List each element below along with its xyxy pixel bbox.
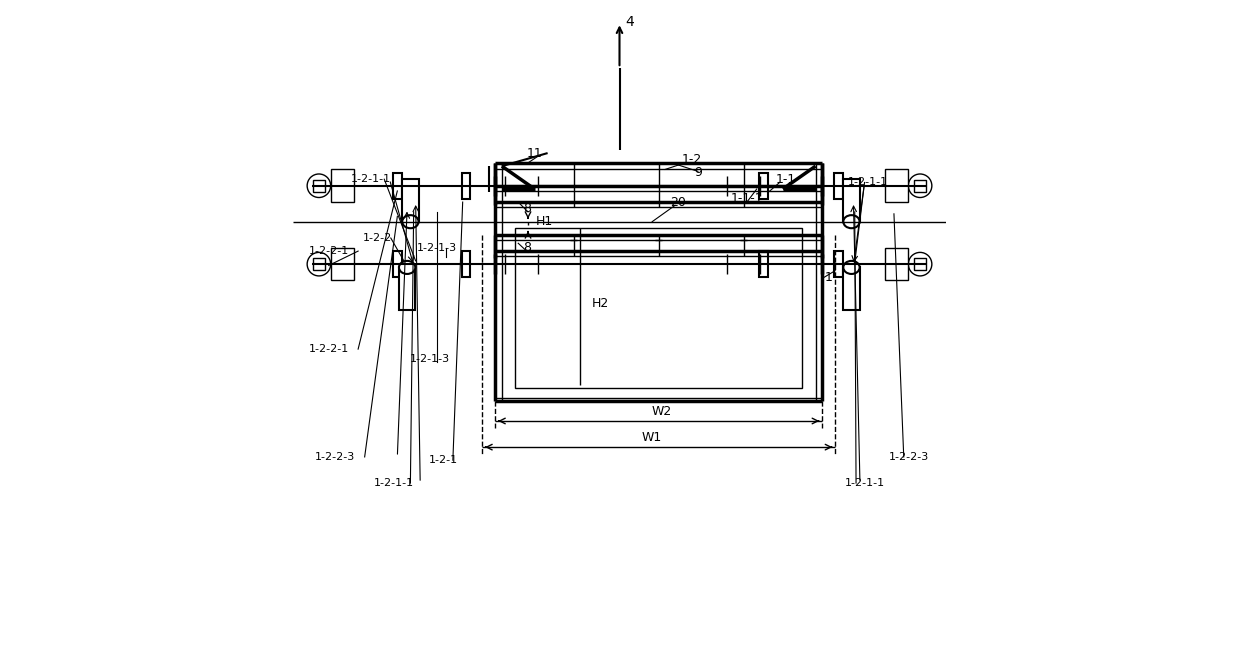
Text: 9: 9 xyxy=(694,166,701,179)
Text: 1-2-1-1: 1-2-1-1 xyxy=(845,478,885,488)
Text: H2: H2 xyxy=(591,297,608,310)
Bar xyxy=(331,248,353,281)
Text: 8: 8 xyxy=(523,202,530,215)
Text: 20: 20 xyxy=(670,196,686,209)
Text: W1: W1 xyxy=(642,431,663,444)
Text: 1-2-2: 1-2-2 xyxy=(363,233,393,243)
Bar xyxy=(399,268,415,310)
Bar xyxy=(844,268,860,310)
Bar xyxy=(844,179,860,221)
Ellipse shape xyxy=(844,261,860,274)
Bar xyxy=(760,173,767,199)
Circle shape xyxy=(307,174,331,198)
Text: 1-1: 1-1 xyxy=(776,173,797,186)
Text: 1-2: 1-2 xyxy=(681,153,701,166)
Circle shape xyxy=(307,252,331,276)
Ellipse shape xyxy=(399,261,415,274)
Bar xyxy=(393,251,401,277)
Bar xyxy=(914,258,926,270)
Text: 1-2-1: 1-2-1 xyxy=(429,455,457,465)
Text: 4: 4 xyxy=(624,15,633,30)
Text: 1-2-2-3: 1-2-2-3 xyxy=(315,452,356,462)
Bar xyxy=(393,173,401,199)
Text: 1-2-1-1: 1-2-1-1 xyxy=(351,174,392,185)
Text: 8: 8 xyxy=(523,241,530,254)
Ellipse shape xyxy=(403,215,419,228)
Bar xyxy=(462,251,470,277)
Bar xyxy=(914,180,926,192)
Bar xyxy=(462,173,470,199)
Text: 1-2-2-1: 1-2-2-1 xyxy=(309,246,349,256)
Text: 1-2-1-3: 1-2-1-3 xyxy=(410,354,450,364)
Bar xyxy=(834,251,843,277)
Text: W2: W2 xyxy=(652,405,672,418)
Text: 1-1-1: 1-1-1 xyxy=(731,192,763,206)
Bar xyxy=(313,258,325,270)
Bar xyxy=(403,179,419,221)
Circle shape xyxy=(908,174,932,198)
Text: H1: H1 xyxy=(535,215,553,228)
Text: 1-2-1-1: 1-2-1-1 xyxy=(374,478,414,488)
Bar xyxy=(331,169,353,202)
Text: 11: 11 xyxy=(527,146,543,159)
Text: 1-2-1-3: 1-2-1-3 xyxy=(416,243,457,253)
Circle shape xyxy=(908,252,932,276)
Bar xyxy=(760,251,767,277)
Text: 1-2-2-3: 1-2-2-3 xyxy=(888,452,929,462)
Ellipse shape xyxy=(844,215,860,228)
Bar xyxy=(313,180,325,192)
Text: 1-2-2-1: 1-2-2-1 xyxy=(309,344,349,354)
Bar xyxy=(515,228,803,388)
Bar xyxy=(886,248,908,281)
Bar xyxy=(886,169,908,202)
Text: 1-2-1-1: 1-2-1-1 xyxy=(847,177,888,187)
Bar xyxy=(834,173,843,199)
Text: 1: 1 xyxy=(825,271,833,284)
